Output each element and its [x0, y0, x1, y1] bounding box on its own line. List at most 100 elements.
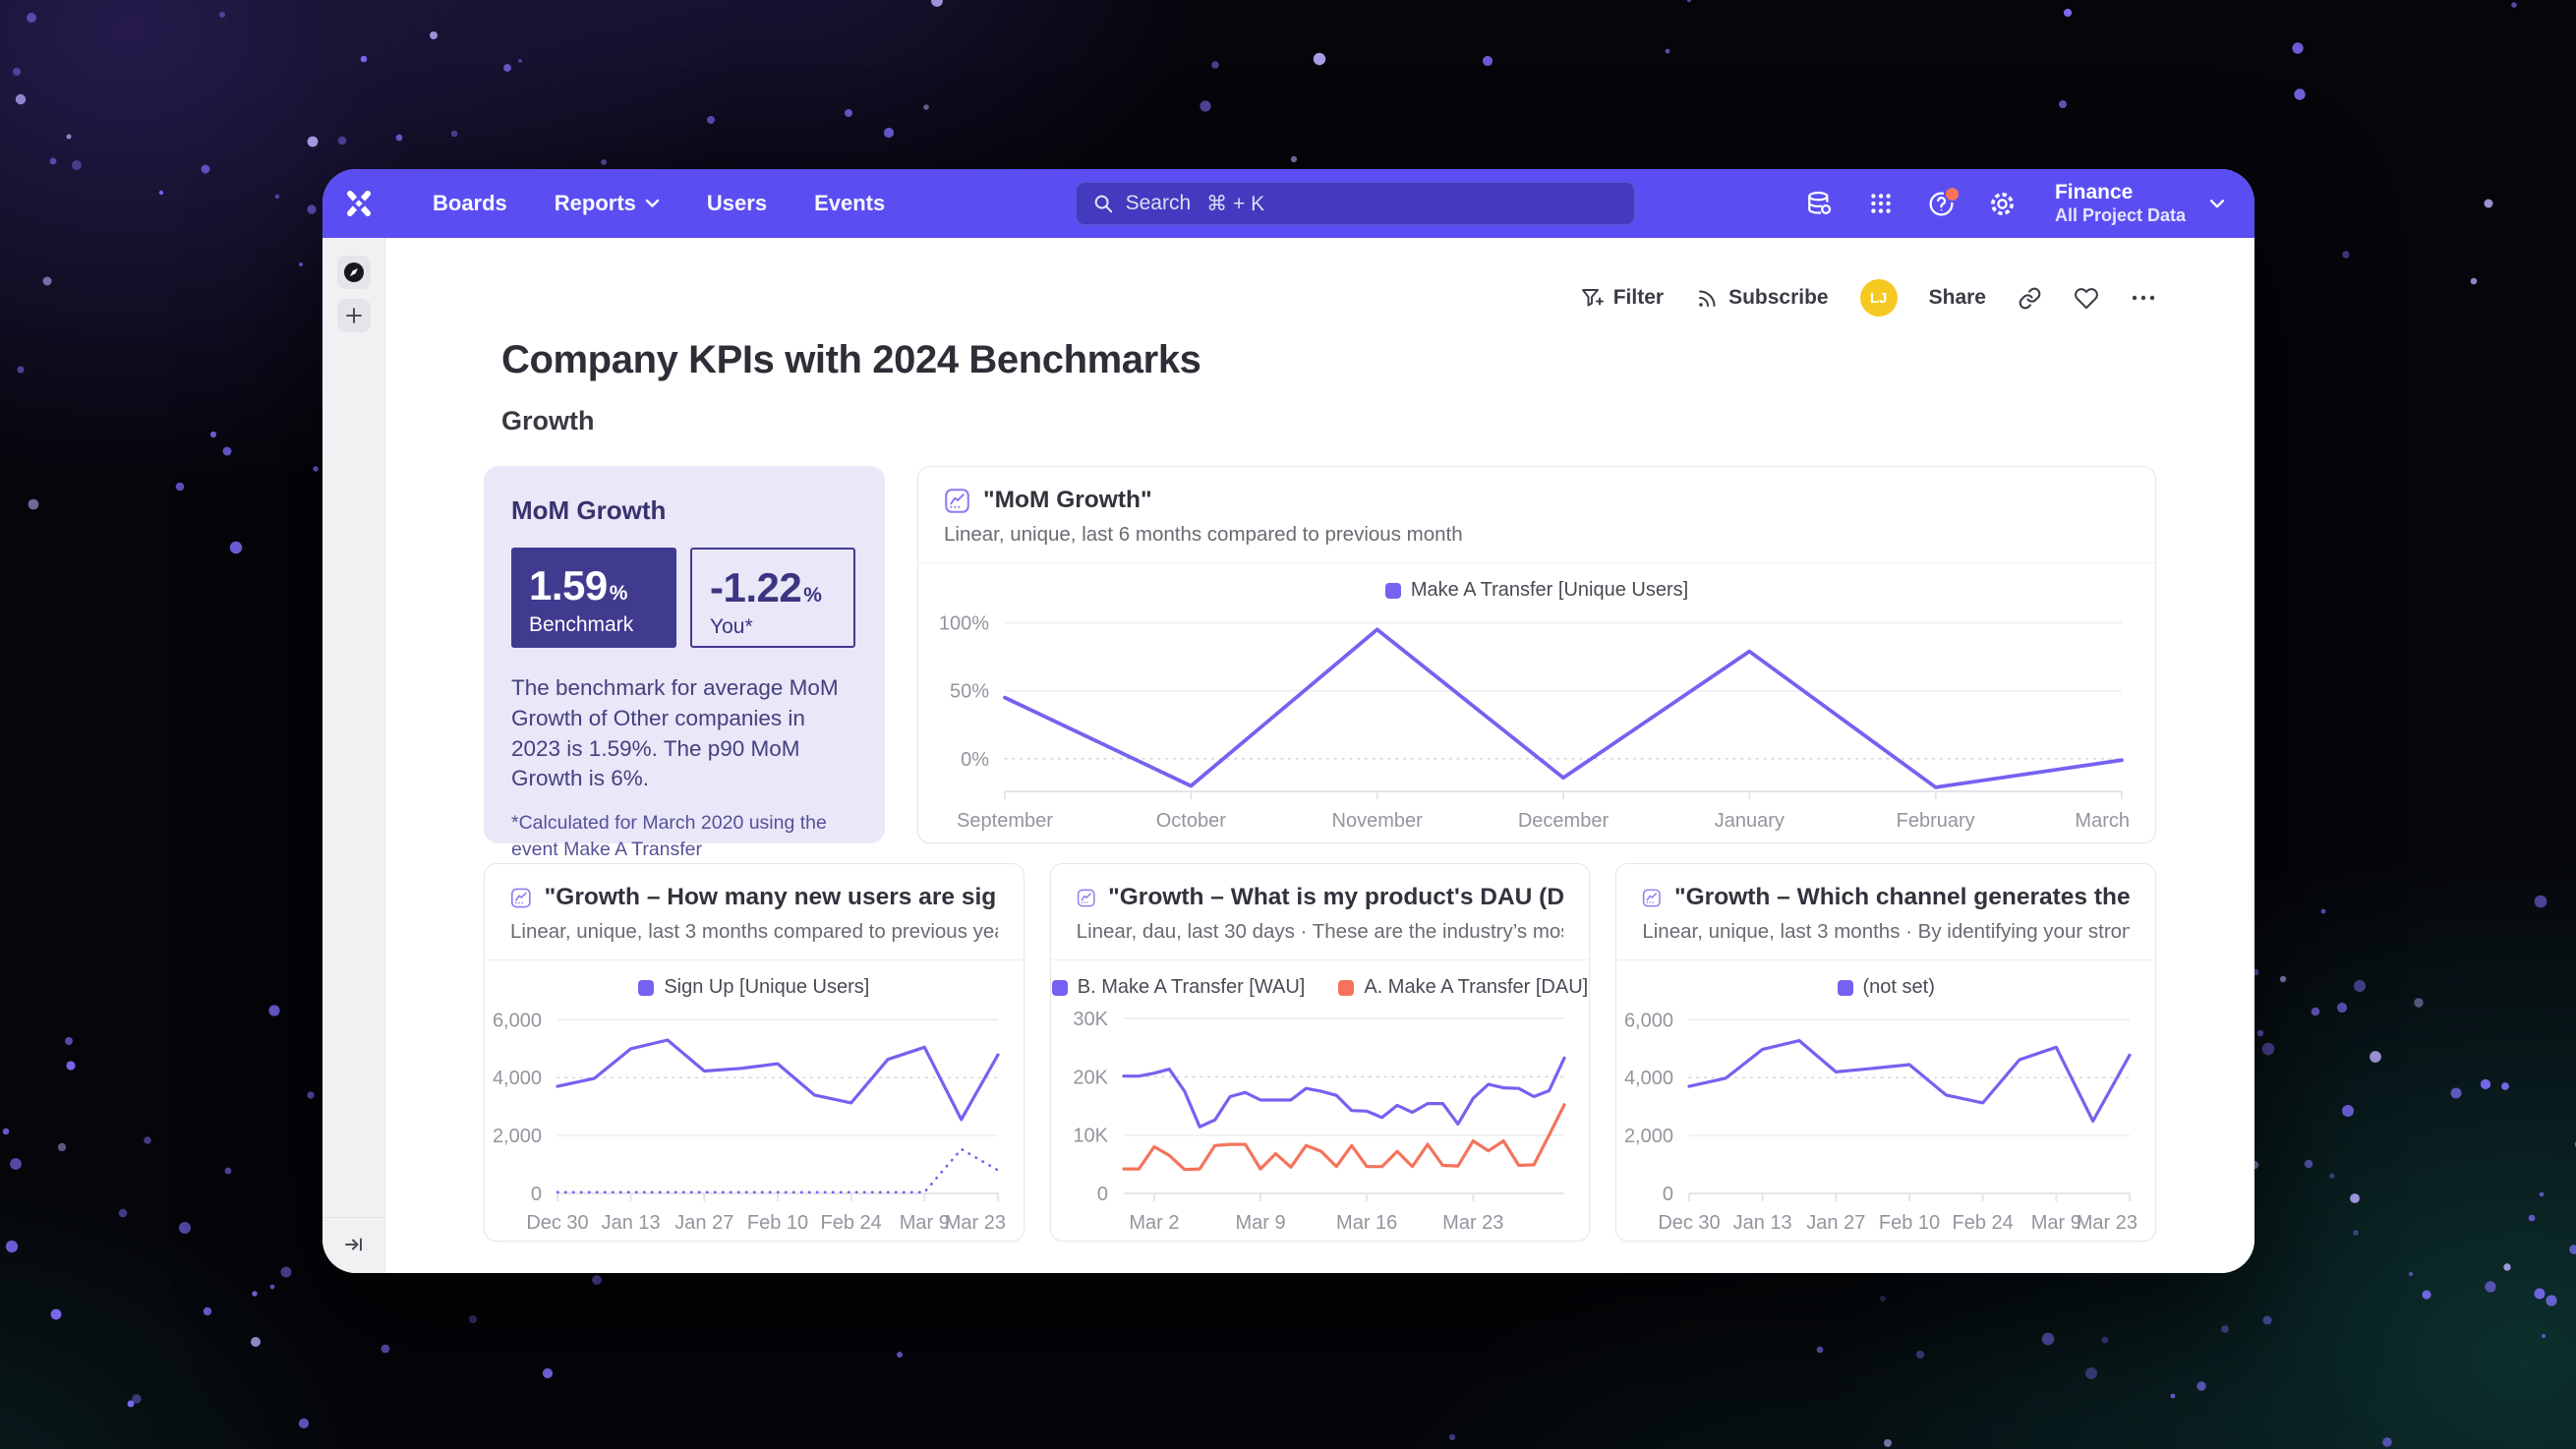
- line-chart-icon: [945, 488, 969, 513]
- chart-title: "MoM Growth": [983, 487, 1152, 513]
- svg-text:Mar 23: Mar 23: [945, 1212, 1006, 1234]
- navbar-right-controls: Finance All Project Data: [1805, 180, 2225, 227]
- search-icon: [1094, 195, 1112, 213]
- subscribe-button[interactable]: Subscribe: [1695, 286, 1829, 310]
- project-selector[interactable]: Finance All Project Data: [2055, 180, 2225, 227]
- settings-icon[interactable]: [1988, 189, 2018, 218]
- mixpanel-logo[interactable]: [342, 186, 387, 221]
- more-options-button[interactable]: [2131, 294, 2156, 302]
- chart-title-row[interactable]: "Growth – What is my product's DAU (Dail…: [1077, 884, 1564, 911]
- page-title: Company KPIs with 2024 Benchmarks: [501, 338, 1201, 381]
- legend-label: B. Make A Transfer [WAU]: [1077, 976, 1306, 998]
- favorite-button[interactable]: [2074, 286, 2099, 311]
- svg-text:100%: 100%: [939, 613, 989, 635]
- chart-title: "Growth – Which channel generates the mo…: [1673, 884, 2131, 910]
- chart-title: "Growth – What is my product's DAU (Dail…: [1108, 884, 1564, 910]
- search-placeholder: Search ⌘ + K: [1125, 191, 1265, 215]
- legend-item[interactable]: Make A Transfer [Unique Users]: [1384, 579, 1688, 602]
- chart-legend: Sign Up [Unique Users]: [485, 960, 1024, 999]
- svg-text:Feb 24: Feb 24: [821, 1212, 882, 1234]
- chart-card-dau: "Growth – What is my product's DAU (Dail…: [1049, 863, 1591, 1242]
- expand-sidebar-icon: [344, 1238, 362, 1251]
- heart-icon: [2075, 287, 2098, 309]
- svg-text:Jan 27: Jan 27: [674, 1212, 733, 1234]
- chart-title-row[interactable]: "MoM Growth": [944, 487, 2130, 514]
- benchmark-stat-box: 1.59% Benchmark: [511, 548, 676, 648]
- avatar-initials: LJ: [1869, 289, 1888, 307]
- svg-text:2,000: 2,000: [493, 1126, 542, 1147]
- chart-title-row[interactable]: "Growth – Which channel generates the mo…: [1642, 884, 2130, 911]
- data-management-icon[interactable]: [1805, 189, 1835, 218]
- plus-icon: [345, 308, 362, 323]
- benchmark-card: MoM Growth 1.59% Benchmark -1.22% You* T…: [484, 466, 885, 860]
- compass-icon: [343, 262, 364, 282]
- chevron-down-icon: [2209, 199, 2225, 207]
- line-chart-icon: [1643, 889, 1662, 906]
- svg-text:Feb 10: Feb 10: [1879, 1212, 1940, 1234]
- legend-label: (not set): [1862, 976, 1935, 998]
- chart-plot-area[interactable]: 0 2,000 4,000 6,000 Dec 30 Jan 13 Jan 27 Feb 10…: [1620, 1001, 2151, 1239]
- svg-text:February: February: [1897, 810, 1975, 832]
- chart-subtitle: Linear, unique, last 6 months compared t…: [944, 523, 1463, 546]
- ellipsis-icon: [2132, 295, 2155, 301]
- notification-badge: [1943, 186, 1961, 203]
- sidebar-boards-navigator-button[interactable]: [336, 256, 371, 289]
- nav-item-boards[interactable]: Boards: [433, 191, 507, 215]
- you-label: You*: [710, 615, 753, 638]
- sidebar-add-button[interactable]: [336, 299, 371, 332]
- share-button[interactable]: Share: [1928, 286, 1986, 309]
- svg-text:50%: 50%: [950, 681, 989, 703]
- line-chart-icon: [510, 888, 531, 907]
- svg-text:Jan 27: Jan 27: [1807, 1212, 1866, 1234]
- legend-swatch: [1051, 979, 1068, 996]
- left-sidebar: [322, 238, 385, 1273]
- svg-text:6,000: 6,000: [1624, 1010, 1673, 1031]
- chart-subtitle: Linear, unique, last 3 months compared t…: [510, 920, 998, 943]
- svg-text:4,000: 4,000: [493, 1068, 542, 1089]
- legend-swatch: [1338, 979, 1355, 996]
- legend-swatch: [1837, 979, 1853, 996]
- svg-text:Mar 23: Mar 23: [1442, 1212, 1503, 1234]
- svg-text:September: September: [957, 810, 1053, 832]
- top-navbar: Boards Reports Users Events Search ⌘ + K: [322, 169, 2254, 238]
- apps-grid-icon[interactable]: [1866, 189, 1896, 218]
- you-stat-box: -1.22% You*: [690, 548, 855, 648]
- svg-text:Jan 13: Jan 13: [602, 1212, 661, 1234]
- copy-link-button[interactable]: [2018, 286, 2042, 311]
- chart-plot-area[interactable]: 0 10K 20K 30K Mar 2 Mar 9 Mar 16 Mar 23: [1055, 1001, 1586, 1239]
- board-toolbar: Filter Subscribe LJ Share: [484, 279, 2156, 317]
- chart-plot-area[interactable]: 0% 50% 100% September October November Decembe…: [922, 604, 2151, 840]
- chart-legend: Make A Transfer [Unique Users]: [918, 563, 2155, 602]
- svg-text:6,000: 6,000: [493, 1010, 542, 1031]
- chart-title: "Growth – How many new users are signing…: [544, 884, 998, 910]
- avatar[interactable]: LJ: [1859, 279, 1898, 317]
- chart-title-row[interactable]: "Growth – How many new users are signing…: [510, 884, 998, 911]
- chart-legend: B. Make A Transfer [WAU] A. Make A Transf…: [1051, 960, 1590, 999]
- svg-text:Mar 9: Mar 9: [2031, 1212, 2081, 1234]
- legend-item[interactable]: B. Make A Transfer [WAU]: [1051, 976, 1306, 999]
- help-icon[interactable]: [1927, 186, 1961, 218]
- mixpanel-logo-icon: [347, 191, 371, 216]
- benchmark-value: 1.59: [529, 562, 608, 609]
- expand-sidebar-button[interactable]: [337, 1228, 371, 1261]
- filter-button[interactable]: Filter: [1580, 286, 1664, 310]
- search-input[interactable]: Search ⌘ + K: [1075, 182, 1635, 225]
- svg-text:10K: 10K: [1073, 1126, 1108, 1147]
- nav-item-reports[interactable]: Reports: [535, 181, 679, 226]
- app-window: Boards Reports Users Events Search ⌘ + K: [322, 169, 2254, 1273]
- nav-item-users[interactable]: Users: [706, 191, 768, 215]
- line-chart-icon: [1077, 889, 1095, 906]
- svg-text:October: October: [1156, 810, 1226, 832]
- svg-text:Dec 30: Dec 30: [1659, 1212, 1721, 1234]
- chart-plot-area[interactable]: 0 2,000 4,000 6,000 Dec 30 Jan 13 Jan 27 Feb 10…: [489, 1001, 1020, 1239]
- legend-item[interactable]: (not set): [1837, 976, 1935, 999]
- benchmark-description: The benchmark for average MoM Growth of …: [511, 675, 839, 791]
- nav-item-events[interactable]: Events: [814, 191, 886, 215]
- legend-item[interactable]: A. Make A Transfer [DAU]: [1338, 976, 1588, 999]
- legend-item[interactable]: Sign Up [Unique Users]: [638, 976, 869, 999]
- svg-text:Feb 10: Feb 10: [747, 1212, 808, 1234]
- svg-text:Mar 23: Mar 23: [2077, 1212, 2137, 1234]
- svg-text:4,000: 4,000: [1624, 1068, 1673, 1089]
- legend-swatch: [1384, 582, 1401, 599]
- svg-text:Jan 13: Jan 13: [1733, 1212, 1792, 1234]
